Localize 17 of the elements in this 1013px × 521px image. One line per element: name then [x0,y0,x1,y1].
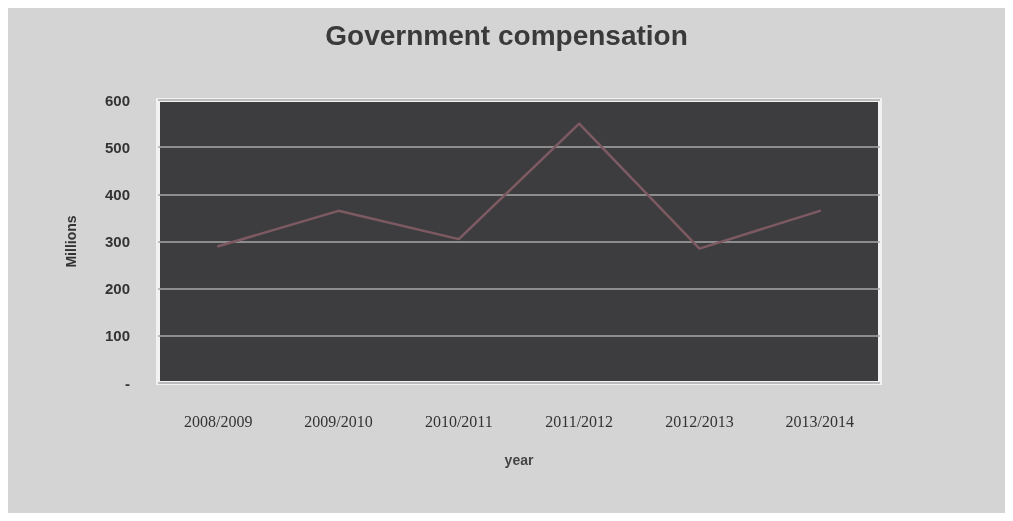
x-tick-label: 2010/2011 [424,412,493,430]
chart-title: Government compensation [325,19,688,51]
x-tick-label: 2013/2014 [785,412,855,430]
line-series [216,122,822,250]
y-tick-label: 600 [104,91,130,109]
y-tick-label: 200 [104,280,130,298]
y-tick-label: 500 [104,138,130,156]
x-tick-label: 2008/2009 [183,412,253,430]
x-tick-label: 2012/2013 [665,412,734,430]
y-tick-label: 300 [104,233,130,250]
x-tick-label: 2009/2010 [304,412,373,430]
x-axis-title: year [504,452,534,468]
y-axis-title: Millions [63,215,79,268]
y-tick-label: 400 [104,185,130,203]
y-tick-label: 100 [104,327,130,345]
y-tick-label: - [125,374,130,392]
x-tick-label: 2011/2012 [545,412,614,430]
